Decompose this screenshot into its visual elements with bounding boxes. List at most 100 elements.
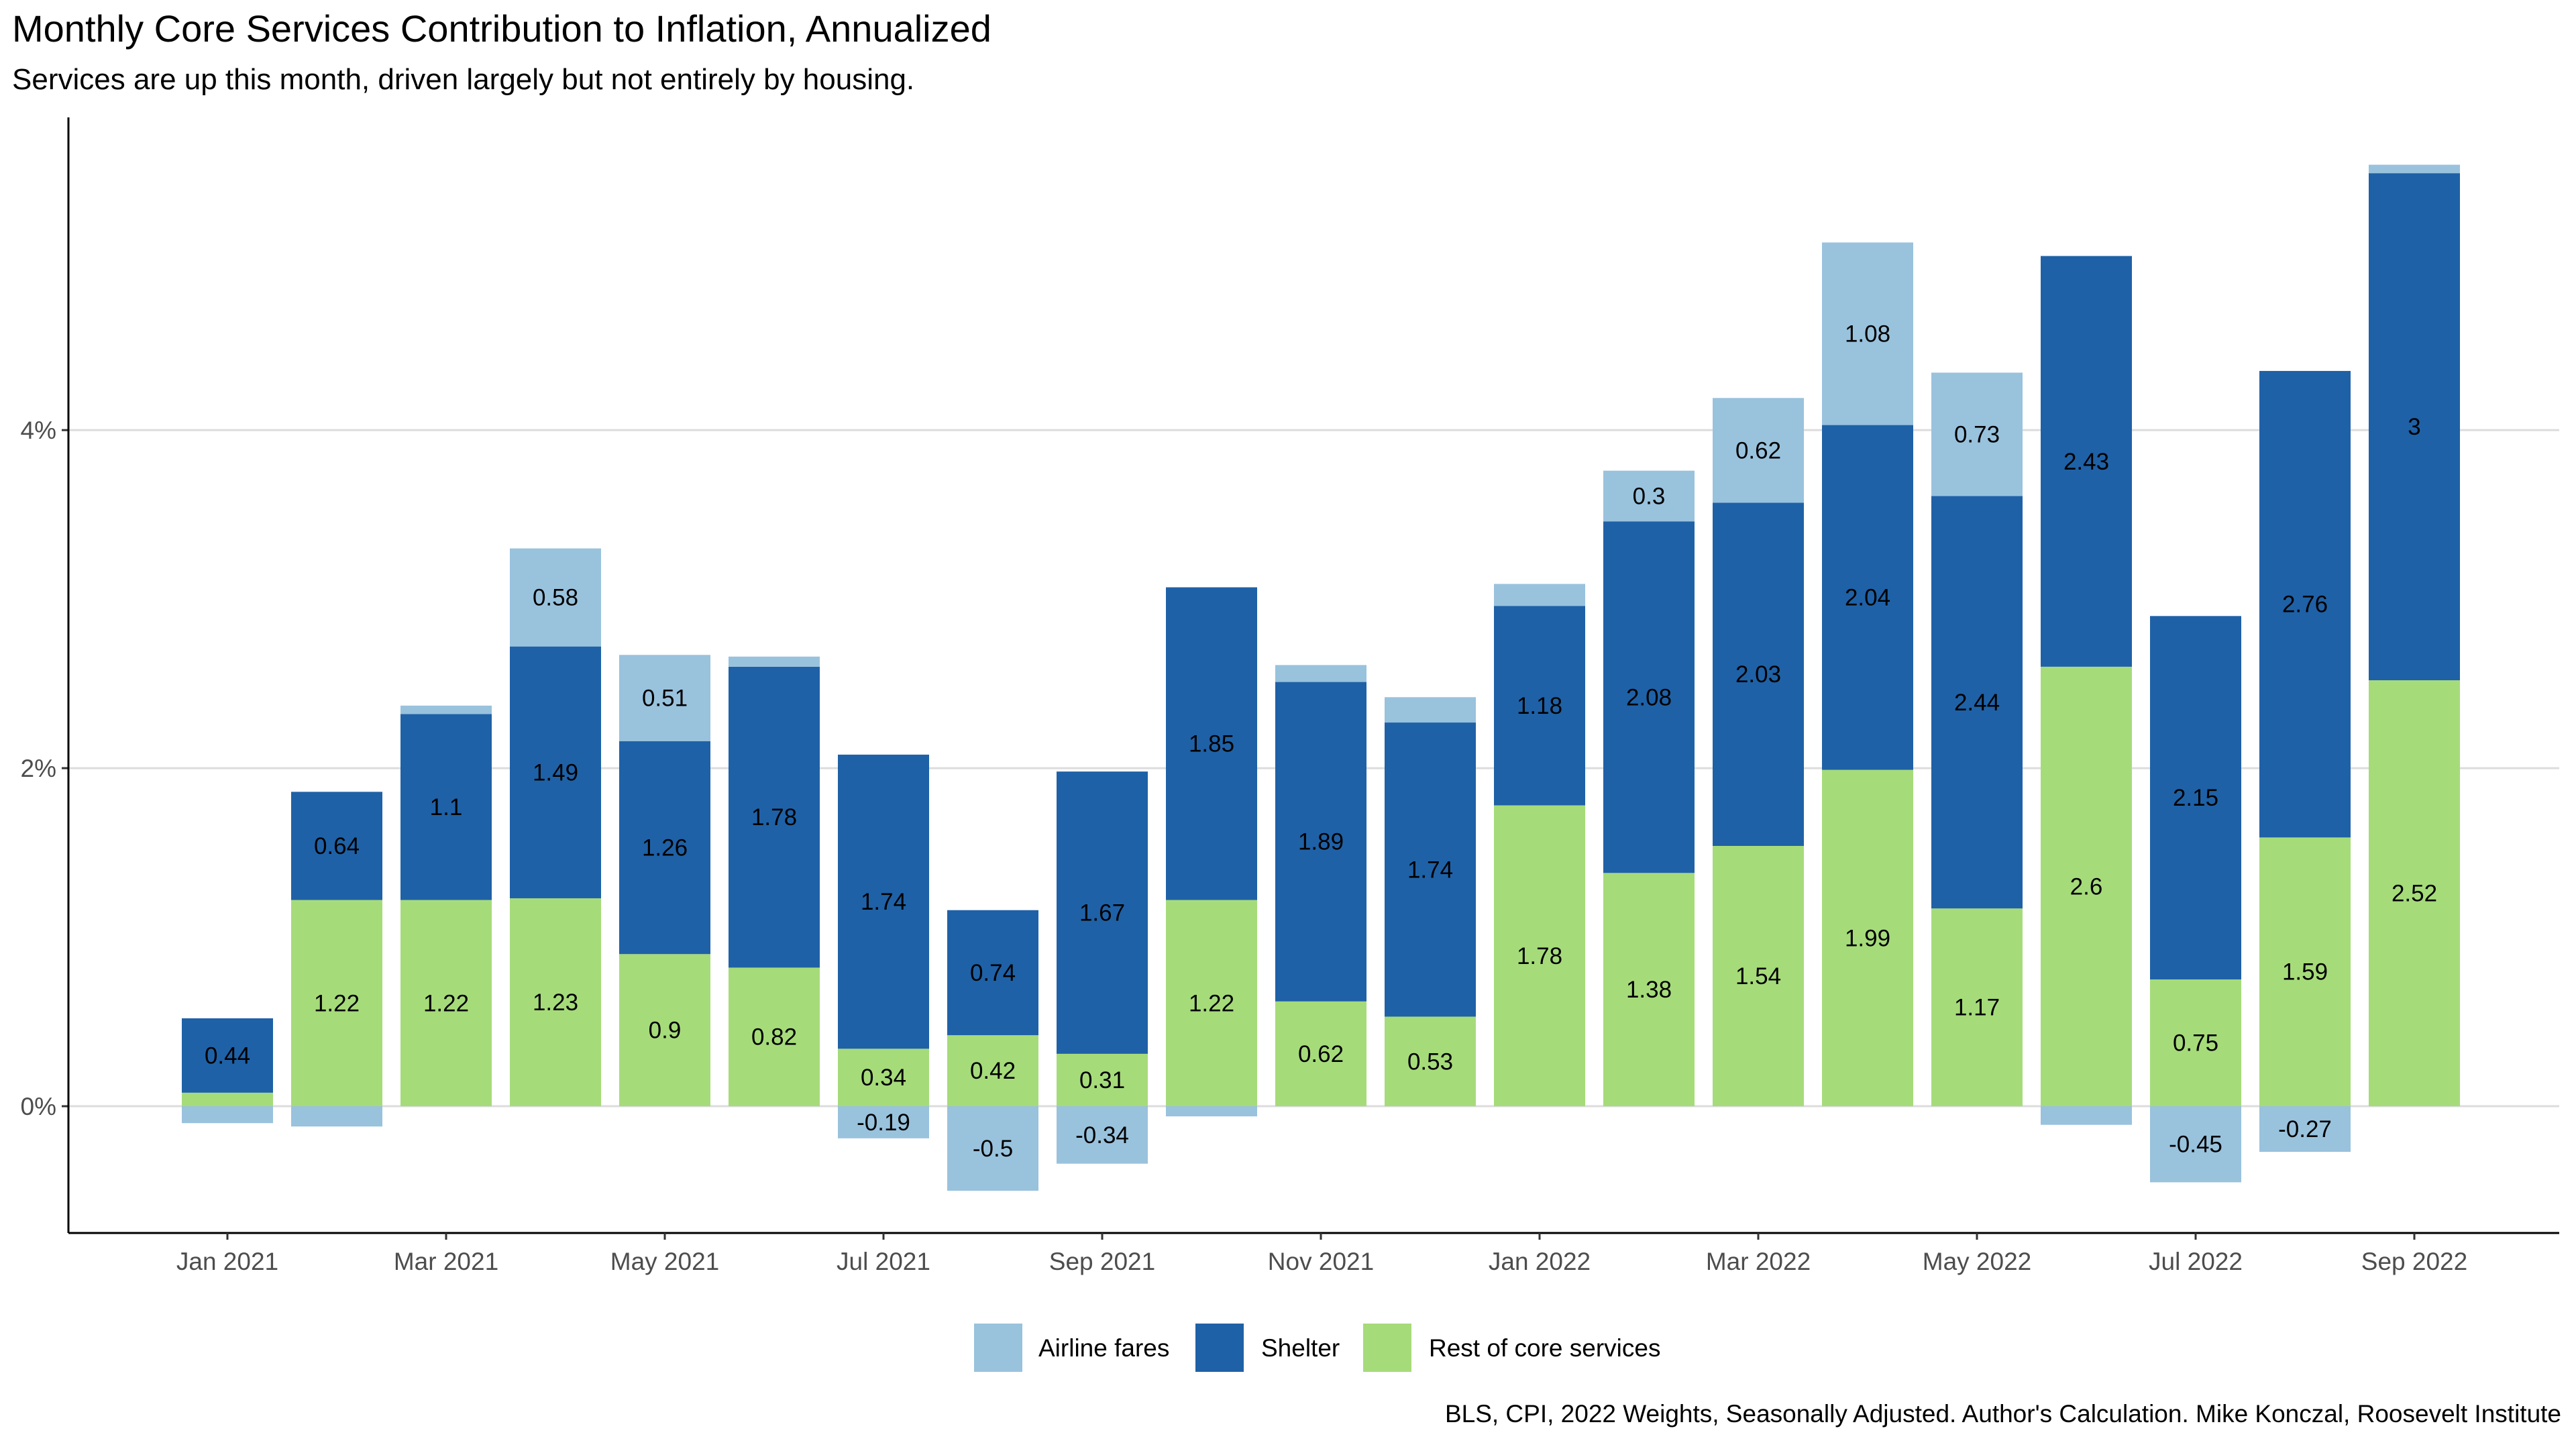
bar-airline-2021-10: [1166, 1106, 1257, 1117]
bar-shelter-2021-02: [291, 792, 382, 900]
data-label-shelter-2021-09: 1.67: [1079, 900, 1125, 926]
data-label-rest-2021-09: 0.31: [1079, 1067, 1125, 1093]
x-tick-label: Jan 2022: [1489, 1248, 1591, 1275]
bar-rest-2021-02: [291, 900, 382, 1107]
chart-caption: BLS, CPI, 2022 Weights, Seasonally Adjus…: [1444, 1400, 2561, 1428]
bar-shelter-2022-02: [1603, 521, 1695, 873]
bar-shelter-2022-03: [1713, 502, 1804, 846]
data-label-shelter-2021-12: 1.74: [1407, 857, 1453, 883]
data-label-airline-2021-08: -0.5: [973, 1136, 1013, 1162]
x-tick-label: Jul 2021: [837, 1248, 930, 1275]
legend-label-airline: Airline fares: [1038, 1334, 1169, 1362]
data-label-airline-2021-07: -0.19: [857, 1110, 910, 1136]
x-tick-label: Mar 2022: [1706, 1248, 1811, 1275]
data-label-rest-2022-05: 1.17: [1954, 995, 2000, 1021]
y-tick-label: 2%: [21, 755, 56, 782]
bar-airline-2022-02: [1603, 470, 1695, 522]
bar-rest-2021-08: [947, 1035, 1038, 1107]
bar-airline-2022-08: [2259, 1106, 2351, 1152]
bar-airline-2021-01: [182, 1106, 273, 1124]
data-label-rest-2022-02: 1.38: [1626, 977, 1672, 1003]
data-label-rest-2022-08: 1.59: [2282, 959, 2328, 985]
legend-swatch-rest: [1363, 1324, 1411, 1372]
data-label-airline-2022-04: 1.08: [1845, 321, 1890, 347]
bar-shelter-2022-05: [1931, 496, 2023, 909]
bars: [182, 164, 2460, 1191]
bar-shelter-2022-01: [1494, 606, 1585, 806]
data-label-shelter-2021-03: 1.1: [430, 794, 463, 820]
bar-rest-2022-08: [2259, 837, 2351, 1107]
data-label-airline-2022-05: 0.73: [1954, 421, 2000, 447]
bar-rest-2021-06: [729, 967, 820, 1107]
data-label-shelter-2022-02: 2.08: [1626, 684, 1672, 710]
bar-airline-2021-08: [947, 1106, 1038, 1191]
bar-shelter-2021-09: [1057, 771, 1148, 1054]
chart-subtitle: Services are up this month, driven large…: [12, 63, 915, 96]
bar-airline-2021-04: [510, 548, 601, 647]
data-label-shelter-2022-07: 2.15: [2173, 785, 2218, 811]
bar-rest-2022-04: [1822, 769, 1913, 1107]
data-label-shelter-2021-08: 0.74: [970, 960, 1016, 986]
chart-title: Monthly Core Services Contribution to In…: [12, 7, 991, 50]
data-label-rest-2022-06: 2.6: [2070, 873, 2103, 900]
data-label-airline-2021-09: -0.34: [1075, 1122, 1129, 1148]
bar-airline-2022-05: [1931, 372, 2023, 496]
bar-airline-2021-06: [729, 656, 820, 667]
bar-rest-2021-11: [1275, 1001, 1366, 1107]
data-label-airline-2022-03: 0.62: [1735, 437, 1781, 464]
data-label-rest-2022-09: 2.52: [2392, 881, 2437, 907]
bar-shelter-2021-11: [1275, 682, 1366, 1002]
bar-airline-2022-03: [1713, 398, 1804, 503]
legend-label-shelter: Shelter: [1261, 1334, 1340, 1362]
bar-airline-2021-12: [1385, 697, 1476, 723]
data-label-rest-2022-01: 1.78: [1517, 943, 1562, 969]
bar-rest-2022-02: [1603, 873, 1695, 1107]
bar-rest-2021-07: [838, 1049, 929, 1107]
data-label-shelter-2022-01: 1.18: [1517, 693, 1562, 719]
data-label-airline-2022-02: 0.3: [1633, 483, 1666, 509]
data-label-shelter-2022-06: 2.43: [2063, 449, 2109, 475]
bar-rest-2021-10: [1166, 900, 1257, 1107]
x-tick-label: Sep 2022: [2361, 1248, 2467, 1275]
data-labels: 0.44 1.22 0.64 1.22 1.1 1.23 1.49 0.58 0.9 1.26 0.…: [205, 321, 2437, 1162]
data-label-rest-2021-06: 0.82: [751, 1024, 797, 1051]
x-tick-label: Sep 2021: [1049, 1248, 1155, 1275]
data-label-airline-2022-08: -0.27: [2278, 1116, 2332, 1142]
bar-rest-2022-07: [2150, 979, 2241, 1107]
bar-shelter-2021-12: [1385, 722, 1476, 1017]
bar-shelter-2021-07: [838, 754, 929, 1049]
data-label-rest-2021-05: 0.9: [649, 1018, 682, 1044]
bar-airline-2022-07: [2150, 1106, 2241, 1183]
bar-shelter-2021-03: [400, 714, 492, 900]
data-label-shelter-2021-01: 0.44: [205, 1042, 250, 1069]
x-tick-label: Jan 2021: [176, 1248, 278, 1275]
bar-rest-2021-04: [510, 898, 601, 1107]
data-label-shelter-2021-05: 1.26: [642, 835, 688, 861]
bar-shelter-2022-06: [2041, 256, 2132, 667]
bar-shelter-2021-01: [182, 1018, 273, 1093]
legend-label-rest: Rest of core services: [1429, 1334, 1660, 1362]
x-tick-label: May 2022: [1923, 1248, 2032, 1275]
data-label-rest-2021-12: 0.53: [1407, 1049, 1453, 1075]
bar-shelter-2021-06: [729, 666, 820, 968]
data-label-rest-2021-10: 1.22: [1189, 990, 1234, 1016]
bar-rest-2022-09: [2369, 680, 2460, 1107]
axes: 0% 2% 4% Jan 2021 Mar 2021 May 2021 Jul 2021 Se…: [21, 117, 2559, 1275]
data-label-shelter-2021-06: 1.78: [751, 804, 797, 830]
bar-airline-2021-11: [1275, 665, 1366, 682]
data-label-rest-2021-04: 1.23: [533, 989, 578, 1016]
data-label-rest-2021-02: 1.22: [314, 990, 360, 1016]
data-label-shelter-2021-02: 0.64: [314, 833, 360, 859]
legend-swatch-shelter: [1195, 1324, 1244, 1372]
bar-rest-2022-01: [1494, 805, 1585, 1107]
y-tick-label: 0%: [21, 1093, 56, 1120]
data-label-shelter-2022-05: 2.44: [1954, 690, 2000, 716]
bar-airline-2022-04: [1822, 242, 1913, 425]
legend-swatch-airline: [974, 1324, 1022, 1372]
bar-shelter-2022-04: [1822, 425, 1913, 770]
bar-shelter-2021-05: [619, 741, 710, 955]
bar-shelter-2022-08: [2259, 370, 2351, 838]
data-label-shelter-2021-04: 1.49: [533, 759, 578, 786]
y-tick-label: 4%: [21, 417, 56, 444]
